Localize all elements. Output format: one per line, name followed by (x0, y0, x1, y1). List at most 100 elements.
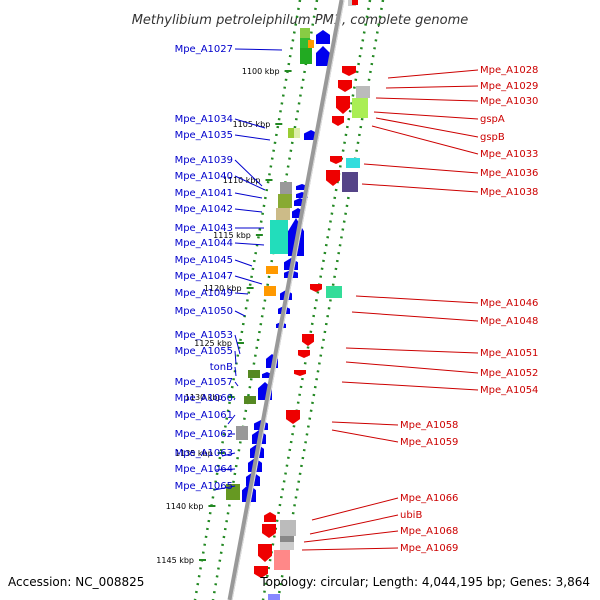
left-leader-line (215, 468, 236, 471)
left-leader-line (234, 208, 263, 213)
left-gene-label[interactable]: Mpe_A1053 (175, 330, 233, 341)
left-gene-label[interactable]: tonB (210, 362, 233, 373)
right-gene-label[interactable]: Mpe_A1028 (480, 65, 538, 76)
gene-box (268, 594, 280, 600)
left-gene-labels: Mpe_A1027 Mpe_A1034 Mpe_A1035 Mpe_A1039 Mpe_… (175, 44, 283, 492)
reverse-gene-arrow (302, 334, 314, 346)
left-gene-label[interactable]: Mpe_A1060 (175, 393, 233, 404)
gene-box (300, 48, 312, 64)
left-gene-label[interactable]: Mpe_A1050 (175, 306, 233, 317)
left-gene-label[interactable]: Mpe_A1034 (175, 114, 233, 125)
gene-box (270, 220, 288, 254)
map-title: Methylibium petroleiphilum PM1, complete… (132, 13, 469, 28)
left-leader-line (234, 134, 271, 141)
right-gene-label[interactable]: Mpe_A1036 (480, 168, 538, 179)
right-leader-line (345, 347, 479, 354)
right-leader-line (311, 497, 399, 521)
left-gene-label[interactable]: Mpe_A1039 (175, 155, 233, 166)
tick-label: 1110 kbp (223, 176, 261, 185)
gene-box (308, 40, 314, 48)
right-leader-line (375, 97, 479, 102)
right-leader-line (345, 361, 479, 374)
left-gene-label[interactable]: Mpe_A1045 (175, 255, 233, 266)
reverse-gene-arrow (310, 284, 322, 292)
gene-box (280, 182, 292, 194)
right-leader-line (387, 69, 479, 79)
right-gene-label[interactable]: Mpe_A1066 (400, 493, 458, 504)
left-gene-label[interactable]: Mpe_A1062 (175, 429, 233, 440)
reverse-gene-arrow (332, 116, 344, 126)
left-leader-line (234, 242, 265, 246)
tick-label: 1105 kbp (233, 120, 271, 129)
right-gene-label[interactable]: Mpe_A1058 (400, 420, 458, 431)
right-gene-label[interactable]: Mpe_A1038 (480, 187, 538, 198)
left-gene-label[interactable]: Mpe_A1049 (175, 288, 233, 299)
left-gene-label[interactable]: Mpe_A1035 (175, 130, 233, 141)
position-ticks: 1100 kbp 1105 kbp 1110 kbp 1115 kbp 1120 kbp… (156, 67, 292, 565)
left-leader-line (234, 310, 246, 317)
right-leader-line (301, 547, 399, 551)
right-gene-label[interactable]: gspA (480, 114, 505, 125)
left-leader-line (234, 334, 241, 355)
left-gene-label[interactable]: Mpe_A1041 (175, 188, 233, 199)
left-gene-label[interactable]: Mpe_A1055 (175, 346, 233, 357)
right-leader-line (375, 117, 479, 138)
right-gene-label[interactable]: ubiB (400, 510, 422, 521)
left-gene-label[interactable]: Mpe_A1042 (175, 204, 233, 215)
right-leader-line (371, 125, 479, 155)
backbone-line (227, 0, 345, 600)
gene-box (226, 484, 240, 500)
left-gene-label[interactable]: Mpe_A1044 (175, 238, 233, 249)
right-gene-label[interactable]: Mpe_A1054 (480, 385, 538, 396)
left-gene-label[interactable]: Mpe_A1061 (175, 410, 233, 421)
left-gene-label[interactable]: Mpe_A1040 (175, 171, 233, 182)
right-leader-line (331, 421, 399, 426)
accession-text: Accession: NC_008825 (8, 575, 144, 589)
genome-backbone (227, 0, 345, 600)
reverse-gene-arrow (298, 350, 310, 358)
right-gene-label[interactable]: Mpe_A1048 (480, 316, 538, 327)
right-gene-label[interactable]: Mpe_A1029 (480, 81, 538, 92)
right-gene-label[interactable]: Mpe_A1068 (400, 526, 458, 537)
left-leader-line (234, 350, 237, 365)
gene-box (346, 158, 360, 168)
right-leader-line (361, 183, 479, 193)
left-gene-label[interactable]: Mpe_A1063 (175, 448, 233, 459)
reverse-gene-arrow (258, 544, 272, 562)
left-gene-label[interactable]: Mpe_A1057 (175, 377, 233, 388)
dotted-guide-lines (193, 0, 385, 600)
left-gene-label[interactable]: Mpe_A1047 (175, 271, 233, 282)
right-gene-label[interactable]: Mpe_A1052 (480, 368, 538, 379)
reverse-gene-arrow (294, 370, 306, 376)
tick-label: 1135 kbp (175, 449, 213, 458)
right-leader-line (355, 295, 479, 304)
reverse-gene-arrow (262, 524, 276, 538)
gene-box (236, 426, 248, 440)
right-gene-label[interactable]: Mpe_A1069 (400, 543, 458, 554)
right-gene-label[interactable]: Mpe_A1046 (480, 298, 538, 309)
left-gene-label[interactable]: Mpe_A1043 (175, 223, 233, 234)
left-leader-line (234, 175, 266, 191)
right-leader-line (331, 429, 399, 443)
right-leader-line (363, 163, 479, 174)
left-gene-label[interactable]: Mpe_A1064 (175, 464, 233, 475)
forward-gene-arrow (316, 30, 330, 44)
guide-line (261, 0, 372, 600)
right-gene-label[interactable]: gspB (480, 132, 505, 143)
gene-box (352, 98, 368, 118)
right-gene-label[interactable]: Mpe_A1030 (480, 96, 538, 107)
gene-box (294, 128, 300, 138)
gene-box (280, 536, 294, 542)
gene-box (300, 28, 310, 38)
left-gene-label[interactable]: Mpe_A1065 (175, 481, 233, 492)
gene-box (274, 550, 290, 570)
right-gene-label[interactable]: Mpe_A1059 (400, 437, 458, 448)
right-gene-label[interactable]: Mpe_A1033 (480, 149, 538, 160)
guide-line (211, 0, 319, 600)
gene-box (356, 86, 370, 98)
topology-text: Topology: circular; Length: 4,044,195 bp… (259, 575, 590, 589)
right-gene-label[interactable]: Mpe_A1051 (480, 348, 538, 359)
left-gene-label[interactable]: Mpe_A1027 (175, 44, 233, 55)
reverse-gene-arrow (342, 66, 356, 76)
